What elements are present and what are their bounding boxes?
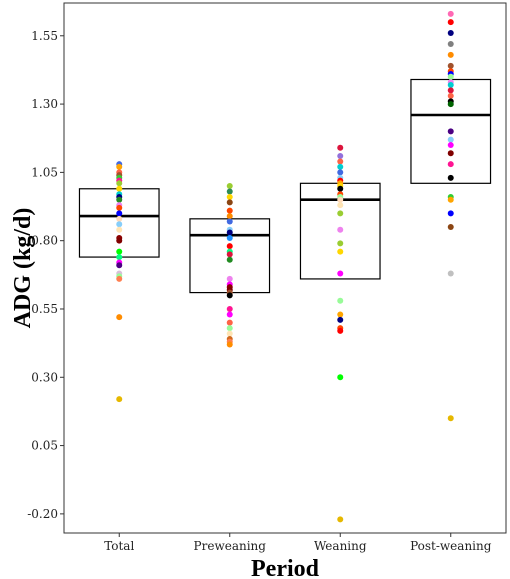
data-point bbox=[447, 40, 454, 47]
data-point bbox=[447, 19, 454, 26]
data-point bbox=[337, 311, 344, 318]
data-point bbox=[226, 275, 233, 282]
data-point bbox=[337, 210, 344, 217]
data-point bbox=[447, 92, 454, 99]
y-tick-label: 1.05 bbox=[31, 165, 58, 179]
data-point bbox=[447, 270, 454, 277]
data-point bbox=[337, 316, 344, 323]
data-point bbox=[116, 210, 123, 217]
data-point bbox=[226, 188, 233, 195]
data-point bbox=[116, 248, 123, 255]
y-tick-label: 1.55 bbox=[31, 29, 58, 43]
data-point bbox=[337, 158, 344, 165]
data-point bbox=[226, 243, 233, 250]
x-tick-label: Weaning bbox=[314, 539, 367, 553]
data-point bbox=[116, 163, 123, 170]
data-point bbox=[447, 196, 454, 203]
x-tick-label: Preweaning bbox=[194, 539, 267, 553]
data-point bbox=[337, 196, 344, 203]
data-point bbox=[116, 221, 123, 228]
data-point bbox=[337, 169, 344, 176]
data-point bbox=[337, 270, 344, 277]
data-point bbox=[226, 325, 233, 332]
data-point bbox=[447, 101, 454, 108]
y-tick-label: -0.20 bbox=[27, 507, 58, 521]
y-tick-label: 0.55 bbox=[31, 302, 58, 316]
data-point bbox=[116, 314, 123, 321]
data-point bbox=[116, 215, 123, 222]
data-point bbox=[226, 319, 233, 326]
x-tick-label: Post-weaning bbox=[410, 539, 492, 553]
data-point bbox=[226, 251, 233, 258]
data-point bbox=[337, 152, 344, 159]
data-point bbox=[337, 516, 344, 523]
data-point bbox=[447, 62, 454, 69]
data-point bbox=[226, 207, 233, 214]
data-point bbox=[447, 161, 454, 168]
data-point bbox=[447, 87, 454, 94]
data-point bbox=[226, 183, 233, 190]
data-point bbox=[116, 237, 123, 244]
data-point bbox=[226, 330, 233, 337]
data-point bbox=[337, 163, 344, 170]
data-point bbox=[226, 193, 233, 200]
data-point bbox=[116, 204, 123, 211]
data-point bbox=[116, 275, 123, 282]
data-point bbox=[337, 297, 344, 304]
data-point bbox=[447, 81, 454, 88]
y-axis-title: ADG (kg/d) bbox=[10, 208, 36, 329]
data-point bbox=[447, 10, 454, 17]
x-tick-label: Total bbox=[104, 539, 134, 553]
data-point bbox=[226, 292, 233, 299]
data-point bbox=[447, 224, 454, 231]
y-tick-label: 0.80 bbox=[31, 234, 58, 248]
data-point bbox=[116, 196, 123, 203]
data-point bbox=[447, 73, 454, 80]
x-axis-title: Period bbox=[251, 556, 320, 579]
data-point bbox=[116, 262, 123, 269]
plot-panel bbox=[63, 2, 507, 534]
data-point bbox=[447, 415, 454, 422]
data-point bbox=[337, 374, 344, 381]
data-point bbox=[226, 305, 233, 312]
data-point bbox=[226, 256, 233, 263]
data-point bbox=[337, 185, 344, 192]
y-tick-label: 0.30 bbox=[31, 370, 58, 384]
data-point bbox=[447, 30, 454, 37]
data-point bbox=[226, 229, 233, 236]
data-point bbox=[116, 180, 123, 187]
data-point bbox=[116, 396, 123, 403]
data-point bbox=[447, 51, 454, 58]
data-point bbox=[226, 311, 233, 318]
data-point bbox=[447, 210, 454, 217]
data-point bbox=[226, 218, 233, 225]
data-point bbox=[226, 199, 233, 206]
data-point bbox=[337, 248, 344, 255]
data-point bbox=[116, 254, 123, 261]
y-tick-label: 1.30 bbox=[31, 97, 58, 111]
data-point bbox=[337, 226, 344, 233]
data-point bbox=[447, 150, 454, 157]
data-point bbox=[337, 240, 344, 247]
data-point bbox=[226, 341, 233, 348]
data-point bbox=[337, 327, 344, 334]
y-tick-label: 0.05 bbox=[31, 439, 58, 453]
data-point bbox=[116, 226, 123, 233]
data-point bbox=[226, 234, 233, 241]
data-point bbox=[337, 202, 344, 209]
data-point bbox=[447, 174, 454, 181]
data-point bbox=[116, 185, 123, 192]
data-point bbox=[226, 213, 233, 220]
data-point bbox=[447, 142, 454, 149]
data-point bbox=[447, 128, 454, 135]
data-point bbox=[447, 136, 454, 143]
data-point bbox=[337, 144, 344, 151]
